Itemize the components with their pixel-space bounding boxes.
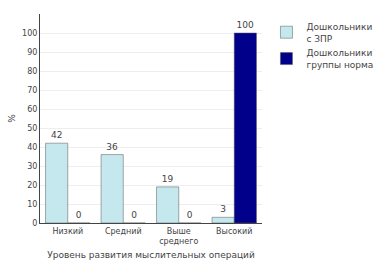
svg-text:90: 90: [27, 48, 37, 57]
svg-text:3: 3: [220, 204, 226, 214]
svg-text:0: 0: [32, 219, 37, 228]
svg-text:40: 40: [27, 143, 37, 152]
svg-text:70: 70: [27, 86, 37, 95]
svg-text:Вышесреднего: Вышесреднего: [159, 227, 198, 246]
svg-text:Средний: Средний: [105, 227, 142, 236]
svg-text:60: 60: [27, 105, 37, 114]
svg-text:36: 36: [106, 142, 118, 152]
svg-text:Низкий: Низкий: [52, 227, 83, 236]
svg-text:10: 10: [27, 200, 37, 209]
svg-text:80: 80: [27, 67, 37, 76]
svg-text:Высокий: Высокий: [216, 227, 252, 236]
svg-text:19: 19: [162, 174, 174, 184]
svg-text:50: 50: [27, 124, 37, 133]
svg-text:0: 0: [76, 210, 82, 220]
svg-text:20: 20: [27, 181, 37, 190]
svg-text:%: %: [7, 114, 17, 123]
svg-text:42: 42: [51, 130, 62, 140]
svg-text:Уровень развития мыслительных: Уровень развития мыслительных операций: [47, 250, 255, 260]
svg-text:100: 100: [22, 29, 37, 38]
svg-text:Дошкольникис ЗПР: Дошкольникис ЗПР: [306, 22, 372, 44]
svg-text:100: 100: [237, 20, 254, 30]
svg-text:Дошкольникигруппы норма: Дошкольникигруппы норма: [306, 48, 373, 70]
svg-text:0: 0: [187, 210, 193, 220]
svg-text:0: 0: [131, 210, 137, 220]
svg-text:30: 30: [27, 162, 37, 171]
